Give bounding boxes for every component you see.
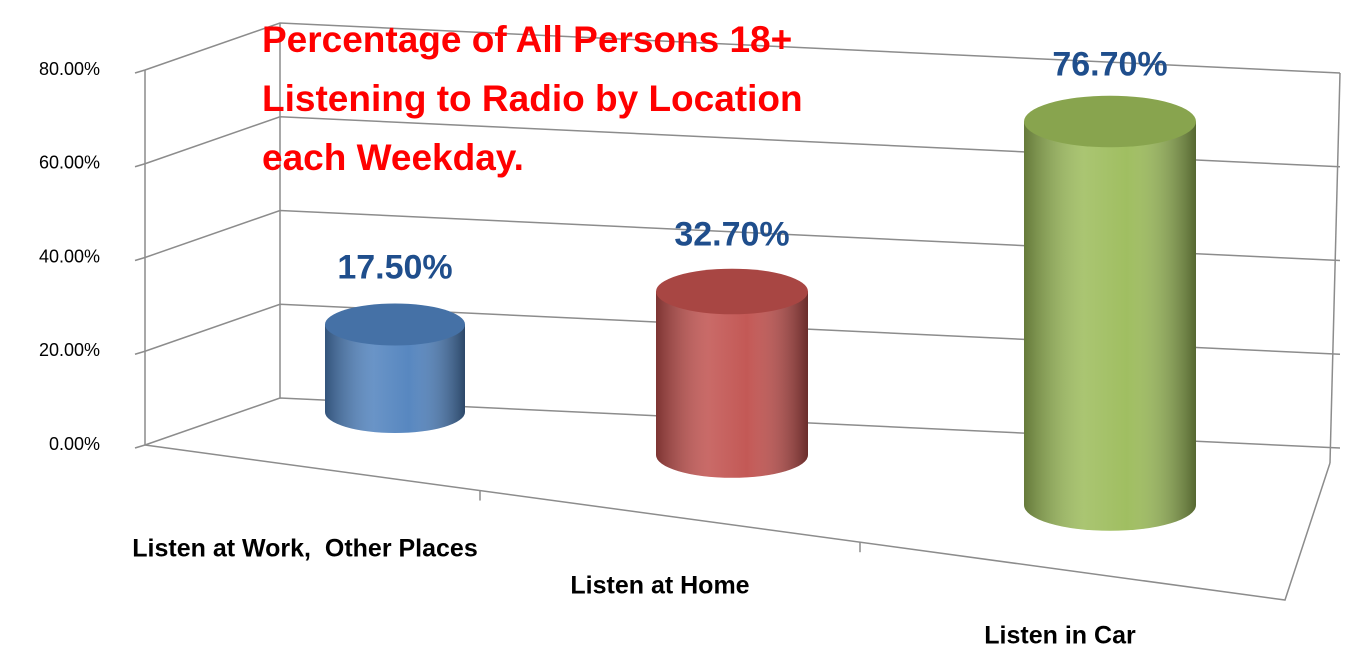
x-tick-label: Listen at Work, Other Places [132, 535, 477, 563]
grid-line [144, 115, 1341, 168]
grid-line [144, 397, 1341, 449]
bar-top-shading [325, 303, 465, 346]
bar-top [325, 303, 465, 346]
bar-top [1024, 95, 1196, 148]
bar-top-shading [1024, 95, 1196, 148]
chart-title: Percentage of All Persons 18+ Listening … [262, 19, 803, 178]
value-label: 17.50% [337, 248, 452, 286]
x-tick-label: Listen in Car [984, 622, 1136, 650]
y-tick-label: 0.00% [49, 434, 100, 454]
title-line: each Weekday. [262, 137, 524, 178]
right-wall-edge [1329, 72, 1341, 464]
y-tick-label: 20.00% [39, 340, 100, 360]
y-tick-label: 80.00% [39, 59, 100, 79]
bar-top [656, 268, 808, 315]
x-tick-label: Listen at Home [570, 572, 749, 600]
bar-top-shading [656, 268, 808, 315]
grid-line [144, 209, 1341, 262]
floor-edge [144, 444, 1331, 601]
y-tick [134, 256, 146, 262]
y-tick [134, 163, 146, 168]
y-tick-label: 40.00% [39, 246, 100, 266]
grid-line [144, 303, 1341, 355]
value-label: 32.70% [674, 215, 789, 253]
y-tick [134, 69, 146, 74]
grid-line [144, 22, 1341, 74]
bar-shading [325, 324, 465, 433]
bar-shading [1024, 121, 1196, 531]
y-tick [134, 444, 146, 449]
title-line: Listening to Radio by Location [262, 78, 803, 119]
title-line: Percentage of All Persons 18+ [262, 19, 792, 60]
y-tick [134, 350, 146, 355]
y-tick-label: 60.00% [39, 153, 100, 173]
value-label: 76.70% [1052, 45, 1167, 83]
bar-shading [656, 291, 808, 478]
